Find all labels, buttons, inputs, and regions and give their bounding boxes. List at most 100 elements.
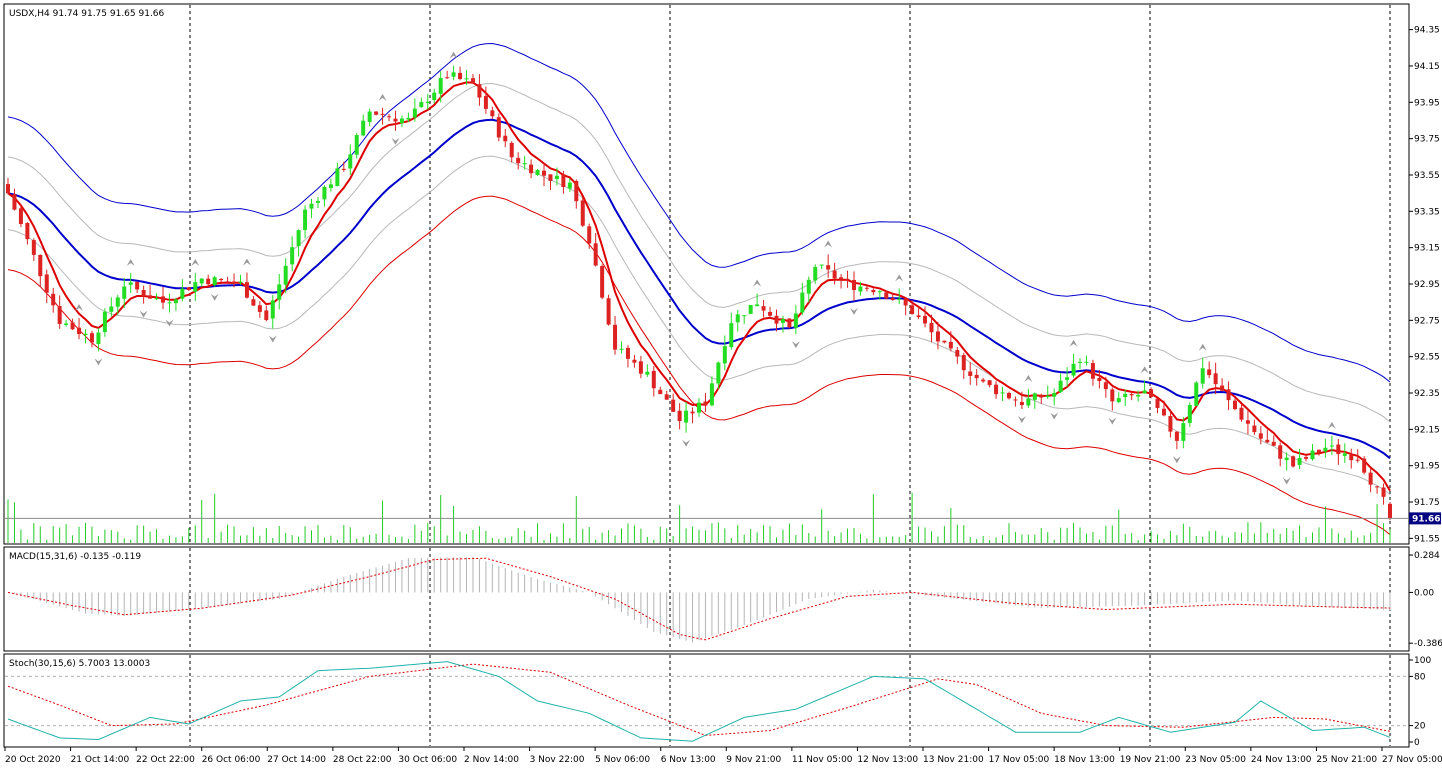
candle-body bbox=[238, 281, 243, 283]
candle-body bbox=[128, 282, 133, 285]
upper-inner-band-line bbox=[7, 82, 1391, 423]
candle-body bbox=[697, 402, 701, 413]
candle-body bbox=[315, 201, 320, 203]
candle-body bbox=[839, 277, 844, 280]
candle-body bbox=[845, 278, 850, 281]
time-axis-label: 6 Nov 13:00 bbox=[661, 755, 716, 765]
candle-body bbox=[296, 230, 301, 246]
candle-body bbox=[70, 322, 75, 330]
candle-body bbox=[199, 278, 204, 284]
candle-body bbox=[509, 142, 514, 158]
candle-body bbox=[1168, 416, 1173, 432]
candle-body bbox=[458, 72, 463, 79]
fractal-up-arrow bbox=[126, 258, 135, 266]
price-axis-label: 94.15 bbox=[1414, 62, 1440, 72]
fractal-down-arrow bbox=[1108, 417, 1117, 425]
candle-body bbox=[438, 78, 443, 94]
price-axis-label: 92.55 bbox=[1414, 353, 1440, 363]
candle-body bbox=[1032, 393, 1037, 400]
candle-body bbox=[864, 287, 869, 289]
candle-body bbox=[961, 355, 966, 371]
candle-body bbox=[1368, 472, 1373, 485]
candle-body bbox=[309, 203, 314, 209]
price-axis-label: 91.95 bbox=[1414, 462, 1440, 472]
candle-body bbox=[1129, 394, 1134, 396]
candle-body bbox=[225, 281, 230, 283]
candle-body bbox=[923, 315, 928, 324]
candle-body bbox=[1149, 389, 1154, 397]
candle-body bbox=[380, 113, 385, 115]
candle-body bbox=[1220, 385, 1225, 391]
price-pane[interactable]: USDX,H4 91.74 91.75 91.65 91.66 94.3594.… bbox=[3, 3, 1441, 545]
candle-body bbox=[1304, 456, 1309, 459]
fractal-down-arrow bbox=[1282, 477, 1291, 485]
fractal-up-arrow bbox=[1024, 375, 1033, 383]
candle-body bbox=[451, 72, 456, 77]
candle-body bbox=[1194, 382, 1199, 406]
fractal-down-arrow bbox=[268, 335, 277, 343]
stoch-axis-label: 20 bbox=[1414, 722, 1426, 732]
candle-body bbox=[148, 295, 153, 299]
price-axis-label: 93.35 bbox=[1414, 207, 1440, 217]
price-pane-frame bbox=[3, 3, 1410, 545]
candle-body bbox=[974, 374, 979, 379]
candle-body bbox=[180, 288, 185, 299]
candle-body bbox=[625, 347, 630, 359]
candle-body bbox=[955, 350, 960, 357]
candle-body bbox=[432, 92, 437, 101]
fractal-up-arrow bbox=[1198, 343, 1207, 351]
candle-body bbox=[542, 170, 547, 176]
candle-body bbox=[1161, 408, 1166, 416]
candle-body bbox=[206, 278, 211, 285]
candle-body bbox=[1142, 390, 1147, 394]
candle-body bbox=[1252, 425, 1257, 433]
candle-body bbox=[1006, 392, 1011, 399]
candle-body bbox=[25, 222, 30, 240]
candle-body bbox=[1388, 503, 1392, 519]
candle-body bbox=[1297, 457, 1302, 465]
candle-body bbox=[709, 383, 714, 406]
macd-pane[interactable]: MACD(15,31,6) -0.135 -0.119 0.284 0.00 -0.… bbox=[3, 546, 1442, 652]
candle-body bbox=[832, 270, 837, 279]
current-price-tag: 91.66 bbox=[1409, 512, 1441, 525]
candle-body bbox=[768, 311, 773, 316]
time-axis: 20 Oct 2020 21 Oct 14:00 22 Oct 22:00 26 Oc… bbox=[4, 747, 1442, 765]
candle-body bbox=[761, 306, 766, 311]
fractal-up-arrow bbox=[1069, 339, 1078, 347]
candle-body bbox=[483, 96, 488, 109]
fractal-down-arrow bbox=[1050, 412, 1059, 420]
fractal-arrows bbox=[75, 51, 1336, 485]
candle-body bbox=[1278, 445, 1283, 459]
candle-body bbox=[994, 384, 999, 395]
candle-body bbox=[193, 282, 198, 292]
fractal-down-arrow bbox=[791, 341, 800, 349]
candle-body bbox=[322, 186, 327, 200]
candle-body bbox=[445, 77, 450, 79]
fractal-down-arrow bbox=[210, 293, 219, 301]
candle-body bbox=[787, 318, 792, 328]
price-axis-label: 93.15 bbox=[1414, 244, 1440, 254]
candle-body bbox=[64, 323, 69, 325]
candlesticks bbox=[6, 65, 1392, 521]
fractal-down-arrow bbox=[139, 310, 148, 318]
candle-body bbox=[703, 401, 708, 406]
candle-body bbox=[851, 279, 856, 291]
candle-body bbox=[232, 281, 237, 284]
candle-body bbox=[793, 313, 798, 328]
candle-body bbox=[1336, 444, 1341, 455]
candle-body bbox=[580, 200, 585, 226]
candle-body bbox=[948, 341, 953, 349]
candle-body bbox=[303, 209, 308, 230]
price-axis: 94.35 94.15 93.95 93.75 93.55 93.35 93.15 92.95… bbox=[1409, 26, 1440, 544]
candle-body bbox=[1052, 392, 1057, 397]
candle-body bbox=[141, 289, 146, 297]
candle-body bbox=[503, 135, 508, 142]
candle-body bbox=[632, 359, 637, 363]
candle-body bbox=[600, 266, 605, 298]
candle-body bbox=[277, 284, 282, 300]
fractal-down-arrow bbox=[165, 319, 174, 327]
stoch-pane[interactable]: Stoch(30,15,6) 5.7003 13.0003 100 80 20 0 bbox=[3, 653, 1431, 748]
time-axis-label: 26 Oct 06:00 bbox=[202, 755, 261, 765]
candle-body bbox=[677, 410, 682, 422]
